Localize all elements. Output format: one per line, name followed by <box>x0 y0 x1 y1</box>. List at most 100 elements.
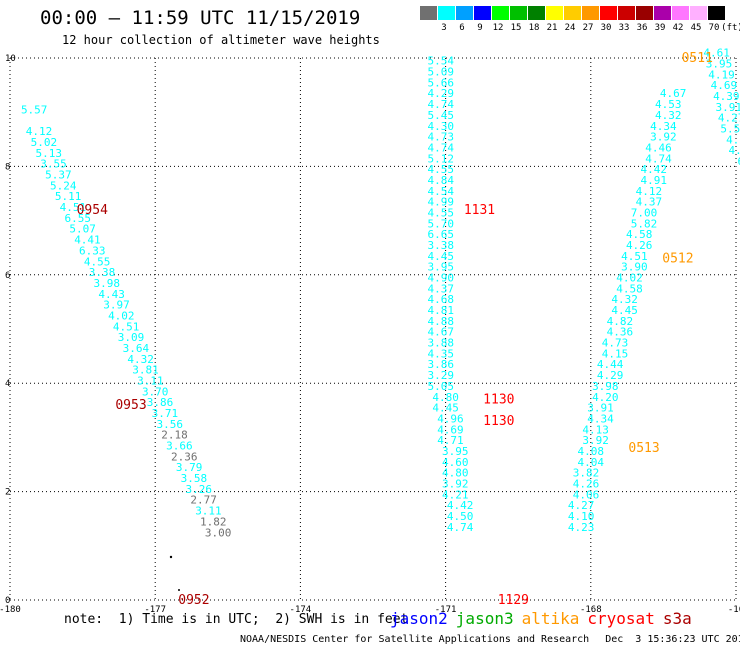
scale-swatch <box>510 6 527 20</box>
y-tick-label: 2 <box>5 488 10 498</box>
wave-height-value: 3.09 <box>118 331 145 344</box>
wave-height-value: 4.71 <box>437 434 464 447</box>
scale-label: (ft) <box>721 23 740 33</box>
wave-height-value: 4.23 <box>568 521 595 534</box>
chart-title: 00:00 – 11:59 UTC 11/15/2019 <box>40 7 361 29</box>
wave-height-value: 4.42 <box>640 163 667 176</box>
wave-height-value: 3.82 <box>573 467 600 480</box>
wave-height-value: 3.29 <box>428 369 455 382</box>
scale-swatch <box>564 6 581 20</box>
data-points: 5.574.125.025.133.555.375.245.114.516.55… <box>21 47 740 540</box>
wave-height-value: 4.67 <box>428 326 455 339</box>
satellite-legend: jason2 jason3 altika cryosat s3a <box>390 609 700 628</box>
wave-height-value: 4.53 <box>655 98 682 111</box>
wave-height-value: 4.27 <box>568 499 595 512</box>
wave-height-value: 3.71 <box>152 407 179 420</box>
time-label: 0512 <box>662 252 693 267</box>
wave-height-value: 5.11 <box>55 190 82 203</box>
wave-height-value: 3.56 <box>156 418 183 431</box>
scale-swatch <box>456 6 473 20</box>
wave-height-value: 6.65 <box>428 228 455 241</box>
wave-height-value: 4.51 <box>60 201 87 214</box>
scale-swatch <box>420 6 437 20</box>
wave-height-value: 4.26 <box>626 239 653 252</box>
wave-height-value: 4.46 <box>645 141 672 154</box>
wave-height-value: 3.95 <box>428 261 455 274</box>
wave-height-value: 4.69 <box>437 423 464 436</box>
wave-height-value: 4.67 <box>660 87 687 100</box>
wave-height-value: 4.02 <box>108 309 135 322</box>
legend-item: altika <box>521 609 580 628</box>
legend-item: jason2 <box>390 609 448 628</box>
wave-height-value: 4.06 <box>573 488 600 501</box>
wave-height-value: 4.73 <box>602 337 629 350</box>
legend-item: cryosat <box>587 609 655 628</box>
wave-height-value: 4.27 <box>718 112 740 125</box>
wave-height-value: 4.55 <box>84 255 111 268</box>
wave-height-value: 3.92 <box>650 131 677 144</box>
scale-label: 6 <box>459 23 465 33</box>
wave-height-value: 4.80 <box>442 467 469 480</box>
wave-height-value: 4.42 <box>447 499 474 512</box>
wave-height-value: 4.50 <box>447 510 474 523</box>
scale-label: 18 <box>528 23 540 33</box>
x-tick-label: -174 <box>290 605 312 615</box>
wave-height-value: 4.91 <box>640 174 667 187</box>
wave-height-value: 2.36 <box>171 450 198 463</box>
scale-swatch <box>672 6 689 20</box>
wave-height-value: 5.45 <box>428 109 455 122</box>
time-label: 0953 <box>115 398 146 413</box>
wave-height-value: 3.86 <box>428 358 455 371</box>
wave-height-value: 4.32 <box>611 293 638 306</box>
x-tick-label: -171 <box>435 605 457 615</box>
wave-height-value: 4.19 <box>708 68 735 81</box>
wave-height-value: 3.95 <box>442 445 469 458</box>
wave-height-value: 4.99 <box>428 196 455 209</box>
wave-height-value: 4.12 <box>636 185 663 198</box>
scale-swatch <box>528 6 545 20</box>
wave-height-value: 5.07 <box>69 223 96 236</box>
wave-height-value: 4.45 <box>432 402 459 415</box>
wave-height-value: 4.08 <box>578 445 605 458</box>
wave-height-value: 4.84 <box>428 174 455 187</box>
x-tick-label: -180 <box>0 605 21 615</box>
scale-label: 12 <box>492 23 504 33</box>
wave-height-value: 5.37 <box>45 169 72 182</box>
wave-height-value: 3.91 <box>587 402 614 415</box>
scale-label: 70 <box>708 23 720 33</box>
time-label: 0954 <box>77 203 108 218</box>
time-label: 1131 <box>464 203 495 218</box>
wave-height-value: 4.96 <box>437 412 464 425</box>
time-label: 1130 <box>483 414 514 429</box>
wave-height-value: 4.12 <box>26 125 53 138</box>
wave-height-value: 4.13 <box>582 423 609 436</box>
footer: NOAA/NESDIS Center for Satellite Applica… <box>240 634 740 645</box>
scale-swatch <box>492 6 509 20</box>
wave-height-value: 5.24 <box>50 179 77 192</box>
wave-height-value: 5.13 <box>35 147 62 160</box>
scale-swatch <box>690 6 707 20</box>
scale-swatch <box>438 6 455 20</box>
scale-label: 42 <box>672 23 684 33</box>
wave-height-value: 4.69 <box>711 79 738 92</box>
wave-height-value: 5.82 <box>631 217 658 230</box>
wave-height-value: 3.79 <box>176 461 203 474</box>
wave-height-value: 3.38 <box>428 239 455 252</box>
wave-height-value: 3.66 <box>166 440 193 453</box>
wave-height-value: 3.11 <box>137 374 164 387</box>
wave-height-value: 4.20 <box>592 391 619 404</box>
wave-height-value: 3.26 <box>186 483 213 496</box>
wave-height-value: 4.43 <box>98 288 125 301</box>
wave-height-value: 7.00 <box>631 206 658 219</box>
wave-height-value: 4.90 <box>428 272 455 285</box>
time-label: 0513 <box>628 441 659 456</box>
x-tick-label: -177 <box>144 605 166 615</box>
wave-height-value: 4.35 <box>428 347 455 360</box>
wave-height-value: 4.32 <box>655 109 682 122</box>
scale-label: 27 <box>582 23 594 33</box>
wave-height-value: 3.92 <box>442 477 469 490</box>
wave-height-value: 4.04 <box>578 456 605 469</box>
wave-height-value: 4.02 <box>616 272 643 285</box>
axis-tick-labels: -180 -177 -174 -171 -168 -16 0 2 4 6 8 10 <box>0 54 740 615</box>
wave-height-value: 2.18 <box>161 429 188 442</box>
